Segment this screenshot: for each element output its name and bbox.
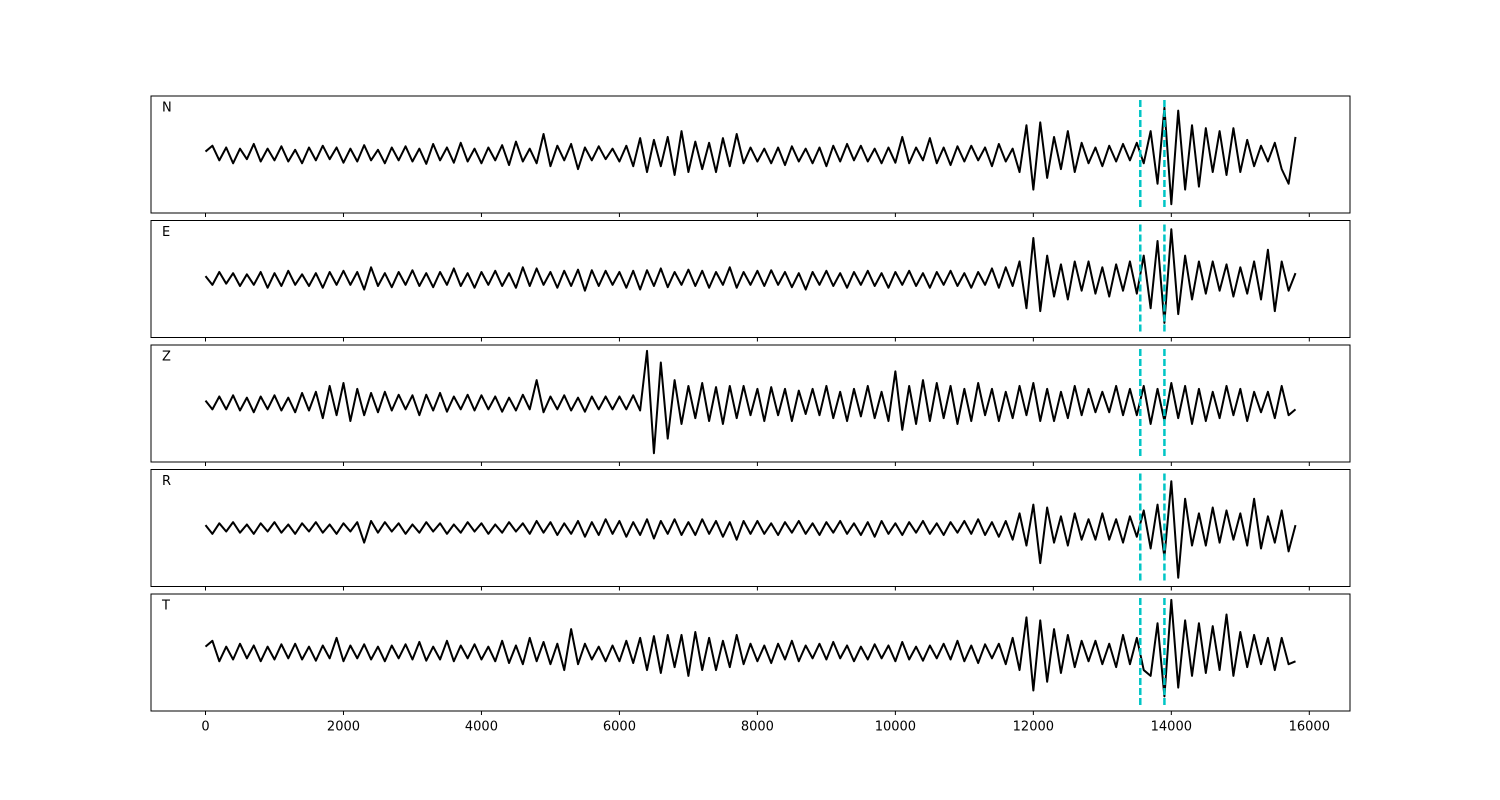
x-tick-label: 4000 — [465, 720, 498, 735]
panel-label: Z — [162, 350, 171, 365]
trace — [204, 480, 1297, 579]
x-tick-label: 8000 — [741, 720, 774, 735]
x-tick-label: 10000 — [875, 720, 916, 735]
x-tick-label: 16000 — [1289, 720, 1330, 735]
panel-frame — [150, 220, 1351, 338]
x-tick-label: 14000 — [1151, 720, 1192, 735]
trace — [204, 598, 1296, 698]
panel-frame — [150, 344, 1351, 463]
x-tick-label: 0 — [201, 720, 209, 735]
panel-label: R — [162, 474, 171, 489]
panel-frame — [150, 469, 1351, 587]
panel-label: E — [162, 225, 170, 240]
trace — [204, 349, 1297, 455]
x-tick-label: 12000 — [1013, 720, 1054, 735]
x-tick-label: 2000 — [327, 720, 360, 735]
panel-frame — [150, 95, 1351, 214]
panel-label: T — [161, 599, 170, 614]
panel-label: N — [162, 101, 172, 116]
panel-frame — [150, 593, 1351, 712]
trace — [204, 228, 1297, 324]
trace — [204, 106, 1297, 206]
x-tick-label: 6000 — [603, 720, 636, 735]
